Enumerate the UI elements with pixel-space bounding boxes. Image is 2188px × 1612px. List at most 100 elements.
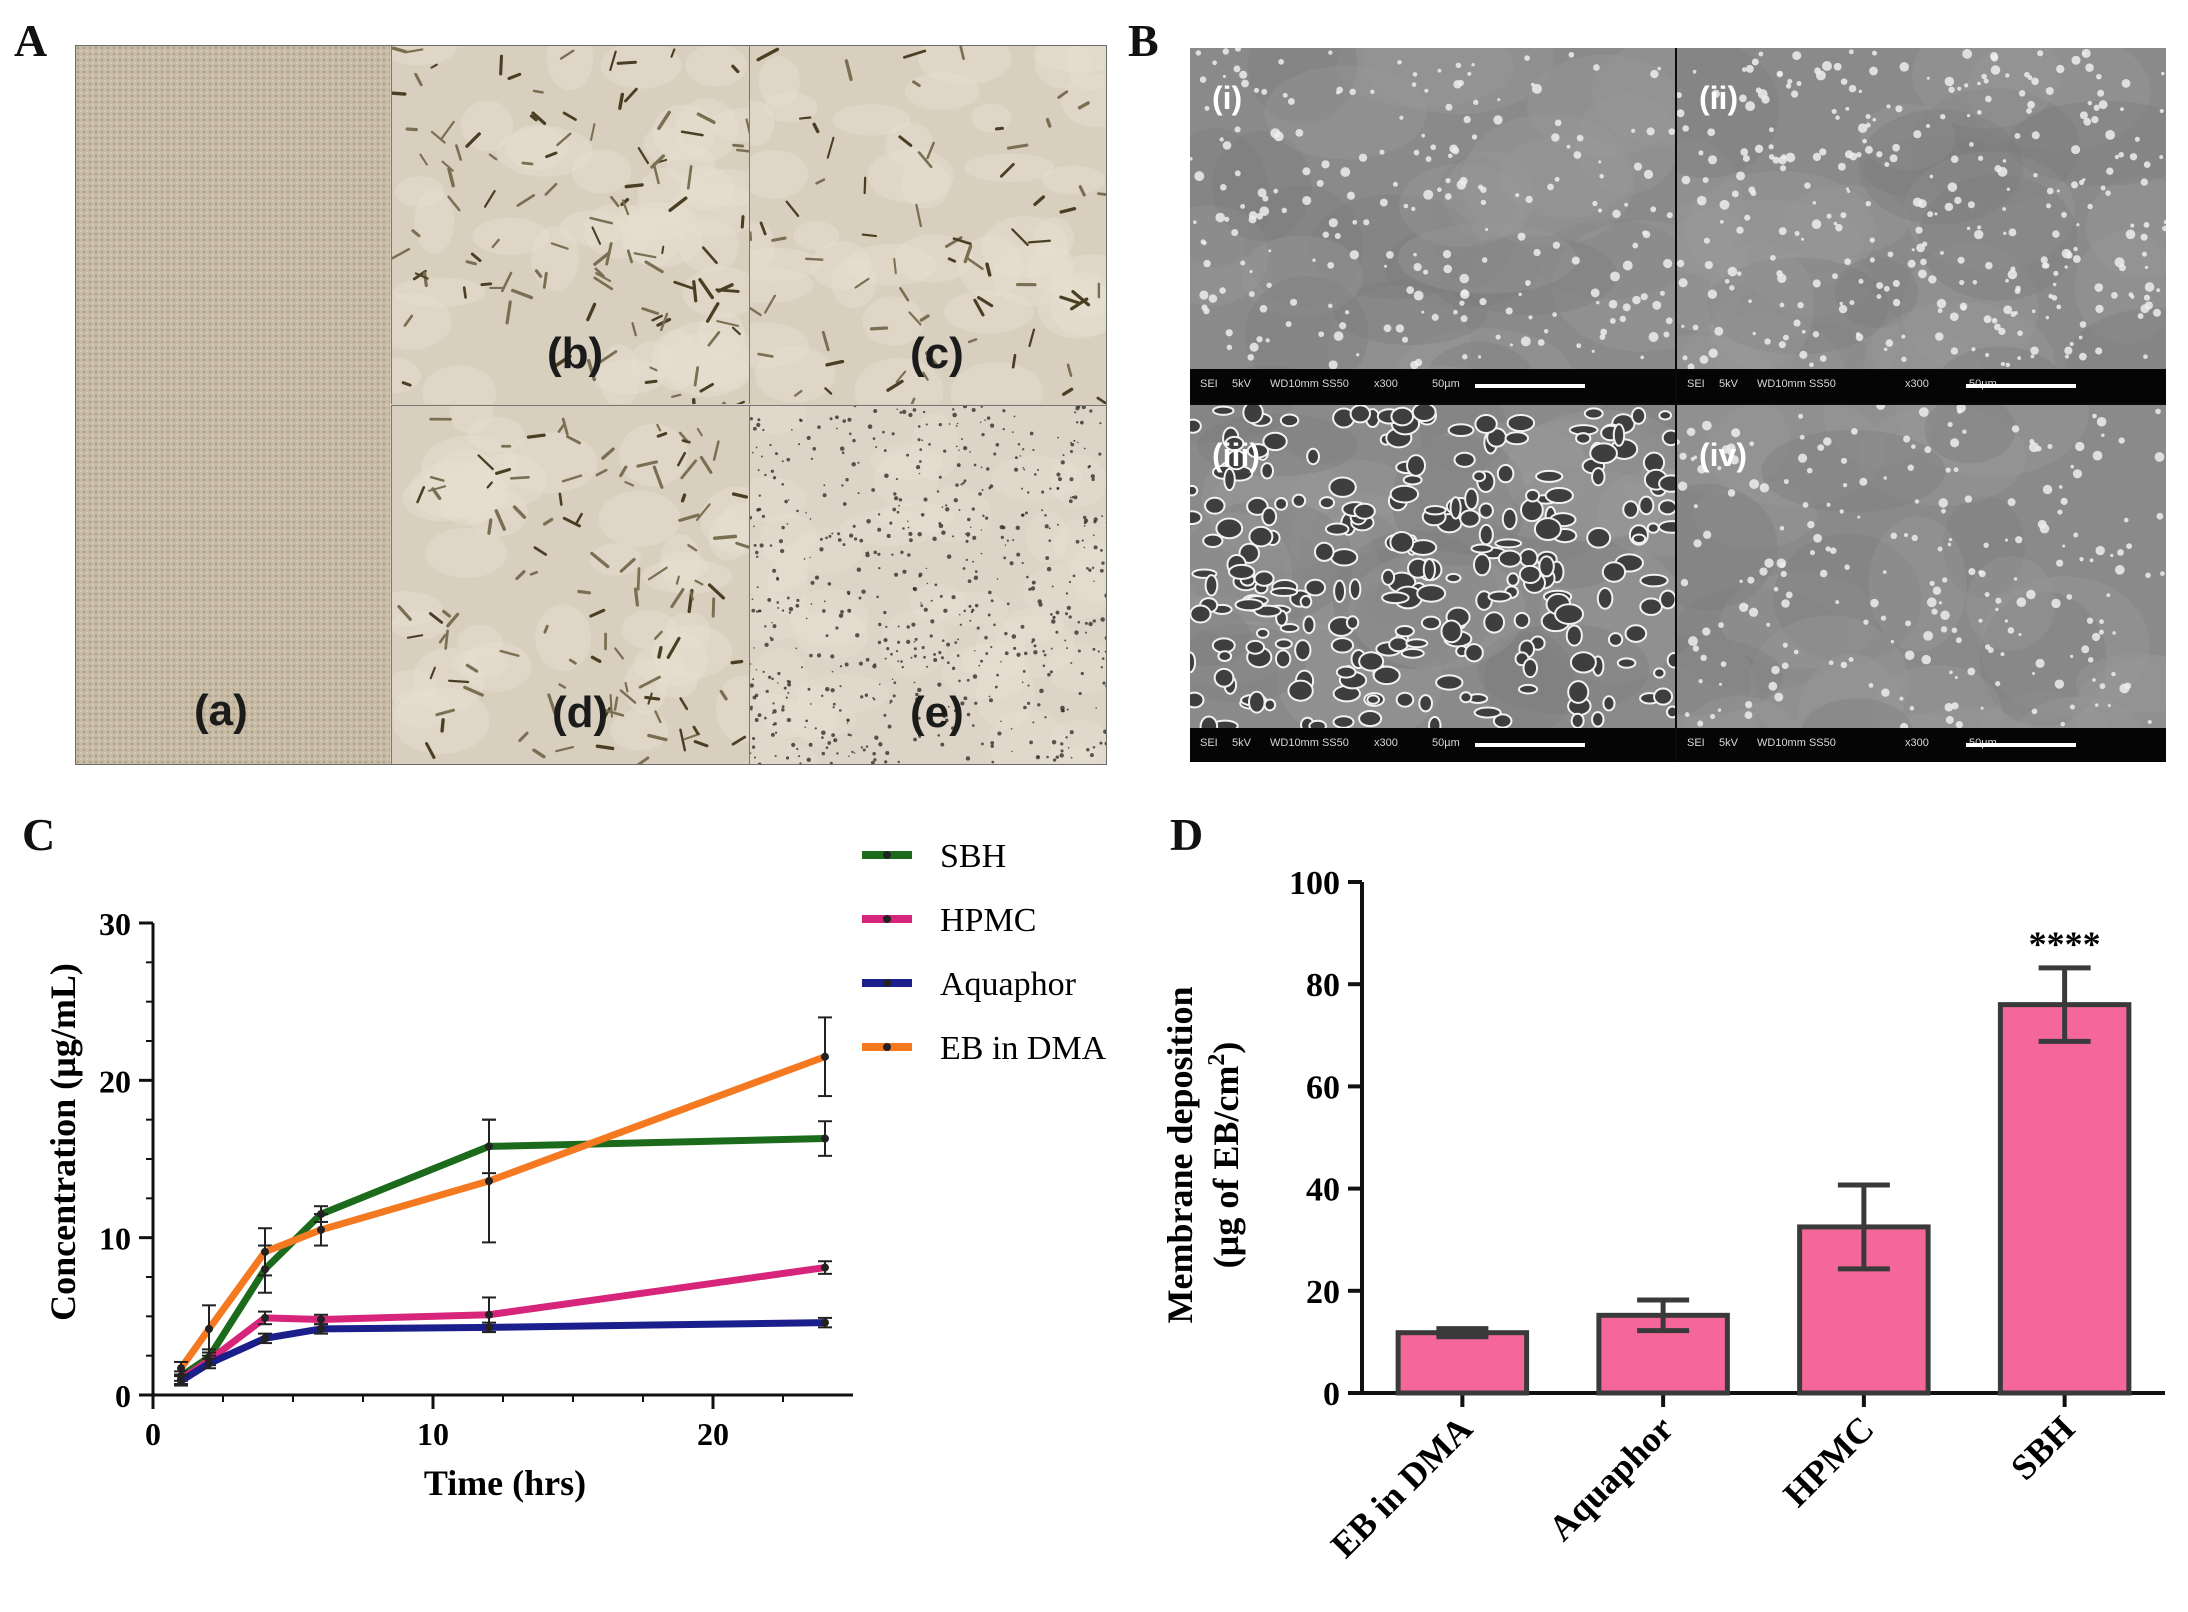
- micrograph-particle: [757, 762, 762, 764]
- micrograph-crystal: [448, 679, 470, 684]
- micrograph-particle: [814, 727, 817, 730]
- micrograph-particle: [1017, 442, 1021, 446]
- micrograph-particle: [753, 543, 757, 547]
- micrograph-crystal: [915, 203, 923, 228]
- sem-particle: [2128, 292, 2134, 298]
- micrograph-particle: [1070, 442, 1075, 447]
- micrograph-particle: [941, 530, 946, 535]
- micrograph-blob: [750, 322, 810, 368]
- sem-particle: [1302, 615, 1316, 635]
- micrograph-crystal: [698, 278, 715, 300]
- sem-mag-iv: x300: [1905, 737, 1929, 749]
- sem-particle: [1677, 109, 1685, 118]
- sem-particle: [1412, 72, 1418, 77]
- sem-particle: [1955, 721, 1963, 729]
- sem-particle: [1819, 569, 1828, 578]
- sem-shade: [1918, 174, 2078, 301]
- micrograph-particle: [753, 525, 755, 528]
- sem-particle: [2000, 361, 2005, 367]
- micrograph-crystal: [649, 366, 658, 372]
- legend-marker: [883, 979, 891, 987]
- micrograph-particle: [1064, 612, 1069, 616]
- sem-particle: [2032, 672, 2036, 676]
- micrograph-blob: [598, 490, 681, 548]
- sem-particle: [1399, 115, 1404, 120]
- sem-particle: [1444, 193, 1452, 200]
- sem-particle: [1777, 273, 1787, 284]
- sem-particle: [1245, 639, 1266, 655]
- sem-particle: [1204, 496, 1226, 515]
- sem-particle: [1798, 413, 1804, 419]
- micrograph-particle: [1020, 624, 1025, 629]
- sem-particle: [2156, 288, 2161, 293]
- micrograph-particle: [786, 457, 791, 462]
- sem-particle: [2073, 532, 2079, 538]
- sem-particle: [2078, 352, 2087, 361]
- micrograph-particle: [764, 642, 769, 648]
- sem-particle: [1809, 550, 1816, 556]
- micrograph-crystal: [558, 492, 563, 506]
- micrograph-crystal: [392, 91, 407, 96]
- micrograph-particle: [932, 536, 937, 541]
- sem-particle: [1804, 182, 1811, 189]
- micrograph-particle: [1068, 580, 1072, 584]
- sem-shade: [1912, 48, 2061, 129]
- sem-particle: [1963, 83, 1969, 88]
- sem-particle: [1425, 156, 1432, 162]
- sem-particle: [2087, 203, 2093, 210]
- micrograph-particle: [1000, 720, 1002, 723]
- sem-particle: [1381, 568, 1396, 586]
- micrograph-particle: [1039, 688, 1044, 694]
- sem-particle: [1222, 141, 1232, 150]
- micrograph-particle: [1075, 539, 1080, 544]
- micrograph-particle: [1051, 619, 1056, 624]
- sem-particle: [1658, 474, 1675, 493]
- micrograph-particle: [960, 701, 965, 706]
- micrograph-particle: [874, 735, 879, 740]
- sem-kv-i: 5kV: [1232, 378, 1251, 390]
- sem-particle: [1234, 48, 1242, 52]
- micrograph-particle: [956, 654, 960, 657]
- sem-particle: [1994, 323, 2001, 331]
- sem-shade: [1552, 220, 1675, 352]
- micrograph-particle: [1022, 467, 1025, 469]
- micrograph-particle: [894, 572, 899, 577]
- sem-label-iv: (iv): [1699, 437, 1747, 473]
- micrograph-crystal: [641, 307, 660, 315]
- micrograph-particle: [1004, 544, 1007, 546]
- micrograph-particle: [805, 617, 808, 620]
- micrograph-crystal: [750, 307, 762, 317]
- micrograph-particle: [750, 683, 755, 688]
- sem-mag-i: x300: [1374, 378, 1398, 390]
- micrograph-crystal: [679, 697, 689, 711]
- sem-particle: [1190, 651, 1197, 674]
- sem-particle: [1742, 154, 1750, 162]
- micrograph-e-image: [750, 406, 1106, 764]
- micrograph-particle: [951, 595, 956, 600]
- micrograph-particle: [1102, 681, 1106, 685]
- micrograph-crystal: [405, 48, 424, 54]
- micrograph-particle: [1084, 631, 1087, 634]
- micrograph-particle: [1050, 647, 1053, 650]
- micrograph-particle: [909, 538, 913, 543]
- sem-particle: [1839, 509, 1844, 514]
- sem-particle: [1330, 548, 1359, 567]
- micrograph-a: (a): [76, 46, 390, 764]
- sem-particle: [1411, 82, 1417, 87]
- micrograph-crystal: [977, 295, 994, 308]
- sem-particle: [2160, 571, 2165, 576]
- sem-particle: [1889, 154, 1898, 163]
- sem-particle: [1812, 152, 1822, 162]
- micrograph-crystal: [657, 646, 663, 659]
- micrograph-particle: [1032, 448, 1035, 452]
- sem-particle: [2152, 308, 2162, 317]
- micrograph-particle: [801, 666, 804, 669]
- sem-shade: [1862, 136, 2017, 202]
- sem-particle: [2000, 652, 2005, 657]
- sem-particle: [1509, 343, 1513, 347]
- micrograph-particle: [980, 529, 983, 531]
- micrograph-crystal: [680, 493, 687, 503]
- sem-particle: [1825, 546, 1831, 552]
- sem-particle: [1653, 667, 1666, 679]
- sem-particle: [1392, 181, 1398, 187]
